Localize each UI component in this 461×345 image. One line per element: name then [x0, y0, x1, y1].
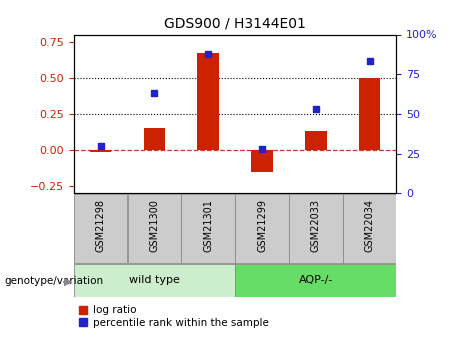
- Text: GSM21299: GSM21299: [257, 199, 267, 252]
- Text: GSM22033: GSM22033: [311, 199, 321, 252]
- Text: GSM22034: GSM22034: [365, 199, 375, 252]
- Text: GSM21300: GSM21300: [149, 199, 160, 252]
- Bar: [74, 194, 127, 263]
- Text: AQP-/-: AQP-/-: [299, 275, 333, 285]
- Bar: [74, 264, 235, 297]
- Point: [258, 146, 266, 151]
- Text: GSM21298: GSM21298: [95, 199, 106, 252]
- Bar: [343, 194, 396, 263]
- Bar: [289, 194, 343, 263]
- Bar: [235, 194, 289, 263]
- Text: wild type: wild type: [129, 275, 180, 285]
- Bar: [90, 150, 112, 152]
- Text: ▶: ▶: [64, 276, 72, 286]
- Bar: [305, 131, 326, 150]
- Bar: [182, 194, 235, 263]
- Point: [97, 143, 104, 148]
- Point: [366, 59, 373, 64]
- Point: [151, 90, 158, 96]
- Bar: [251, 150, 273, 172]
- Bar: [359, 78, 380, 150]
- Bar: [235, 264, 396, 297]
- Bar: [128, 194, 181, 263]
- Bar: [144, 128, 165, 150]
- Legend: log ratio, percentile rank within the sample: log ratio, percentile rank within the sa…: [79, 305, 268, 328]
- Point: [205, 51, 212, 56]
- Point: [312, 106, 319, 112]
- Bar: [197, 52, 219, 150]
- Title: GDS900 / H3144E01: GDS900 / H3144E01: [164, 17, 306, 31]
- Text: genotype/variation: genotype/variation: [5, 276, 104, 286]
- Text: GSM21301: GSM21301: [203, 199, 213, 252]
